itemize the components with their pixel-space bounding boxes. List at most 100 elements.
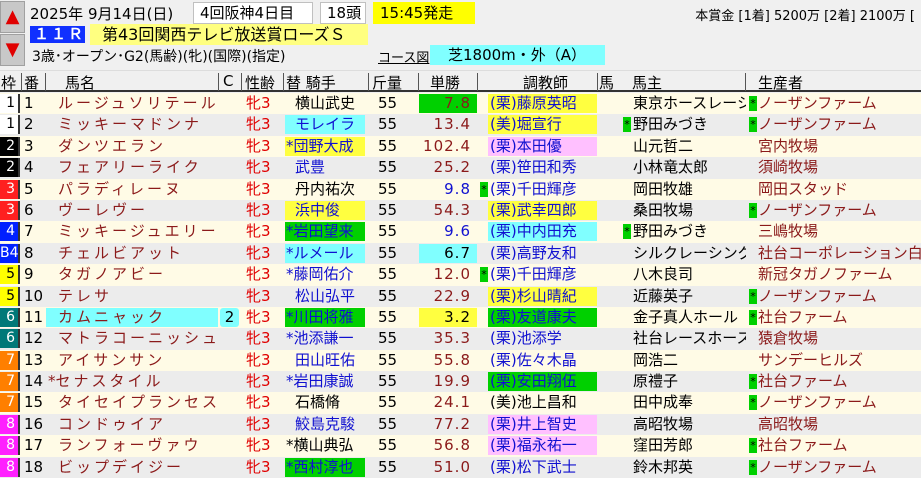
table-row[interactable]: 8 16 コンドゥイア 牝3 鮫島克駿 55 77.2 (栗)井上智史 高昭牧場 高昭牧場 (0, 413, 921, 436)
trainer[interactable]: (栗)武幸四郎 (488, 200, 597, 220)
jockey[interactable]: *藤岡佑介 (285, 265, 365, 284)
horse-name[interactable]: ミッキージュエリー (46, 222, 218, 241)
table-row[interactable]: 7 14 *セナスタイル 牝3 *岩田康誠 55 19.9 (栗)安田翔伍 原禮子 * 社台ファーム (0, 371, 921, 393)
trainer[interactable]: (栗)中内田充 (488, 222, 597, 242)
odds: 13.4 (433, 115, 471, 134)
header-num[interactable]: 番 (24, 74, 40, 92)
trainer[interactable]: (栗)藤原英昭 (488, 94, 597, 113)
horse-name[interactable]: ダンツエラン (46, 137, 218, 156)
horse-name[interactable]: ルージュソリテール (46, 94, 218, 113)
header-jockey[interactable]: 替 騎手 (286, 74, 336, 92)
jockey[interactable]: *ルメール (285, 243, 365, 263)
header-odds[interactable]: 単勝 (430, 74, 461, 92)
horse-name[interactable]: ランフォーヴァウ (46, 436, 218, 455)
horse-name[interactable]: フェアリーライク (46, 158, 218, 177)
horse-name[interactable]: チェルビアット (46, 244, 218, 263)
breeder: 須崎牧場 (758, 158, 819, 177)
trainer[interactable]: (栗)安田翔伍 (488, 372, 597, 392)
waku-badge: 5 (0, 265, 20, 285)
jockey[interactable]: *川田将雅 (285, 307, 365, 327)
horse-name[interactable]: ヴーレヴー (46, 201, 218, 220)
horse-name[interactable]: アイサンサン (46, 351, 218, 370)
table-row[interactable]: 2 4 フェアリーライク 牝3 武豊 55 25.2 (栗)笹田和秀 小林竜太郎 須崎牧場 (0, 157, 921, 179)
trainer[interactable]: (栗)本田優 (488, 136, 597, 156)
sex-age: 牝3 (246, 200, 271, 219)
horse-name-text: パラディレーヌ (58, 179, 183, 198)
jockey[interactable]: 松山弘平 (285, 287, 365, 306)
table-row[interactable]: 7 15 タイセイプランセス 牝3 石橋脩 55 24.1 (美)池上昌和 田中成奉 * ノーザンフ… (0, 392, 921, 414)
table-row[interactable]: 5 10 テレサ 牝3 松山弘平 55 22.9 (栗)杉山晴紀 近藤英子 * ノーザンファーム (0, 285, 921, 307)
odds: 19.9 (433, 372, 471, 391)
breeder: 宮内牧場 (758, 136, 819, 155)
trainer[interactable]: (栗)池添学 (490, 329, 562, 348)
table-row[interactable]: 8 17 ランフォーヴァウ 牝3 *横山典弘 55 56.8 (栗)福永祐一 窪田芳郎 * 社台ファ… (0, 435, 921, 457)
table-row[interactable]: 6 11 カムニャック 2 牝3 *川田将雅 55 3.2 (栗)友道康夫 金子真人ホール * 社台フ… (0, 306, 921, 329)
header-weight[interactable]: 斤量 (372, 74, 403, 92)
horse-name[interactable]: パラディレーヌ (46, 180, 218, 199)
trainer[interactable]: (栗)佐々木晶 (490, 350, 577, 369)
header-trainer[interactable]: 調教師 (523, 74, 569, 92)
table-row[interactable]: 1 2 ミッキーマドンナ 牝3 モレイラ 55 13.4 (美)堀宣行 * 野田みづき * ノーザンフ… (0, 114, 921, 136)
table-row[interactable]: 3 5 パラディレーヌ 牝3 丹内祐次 55 9.8 * (栗)千田輝彦 岡田牧雄 岡田スタッド (0, 178, 921, 200)
horse-name[interactable]: テレサ (46, 287, 218, 306)
trainer[interactable]: (栗)千田輝彦 (490, 179, 577, 198)
trainer[interactable]: (栗)笹田和秀 (490, 158, 577, 177)
horse-name[interactable]: タガノアビー (46, 265, 218, 284)
header-owner[interactable]: 馬主 (632, 74, 663, 92)
jockey[interactable]: *池添謙一 (285, 329, 365, 348)
jockey[interactable]: 武豊 (285, 158, 365, 177)
table-row[interactable]: 7 13 アイサンサン 牝3 田山旺佑 55 55.8 (栗)佐々木晶 岡浩二 サンデーヒルズ (0, 349, 921, 372)
horse-name[interactable]: タイセイプランセス (46, 393, 218, 412)
weight: 55 (378, 372, 398, 391)
breeder: サンデーヒルズ (758, 350, 864, 369)
jockey[interactable]: 浜中俊 (285, 200, 365, 220)
breeder-mark: * (749, 115, 757, 134)
table-row[interactable]: 4 7 ミッキージュエリー 牝3 *岩田望来 55 9.6 (栗)中内田充 * 野田みづき 三嶋牧場 (0, 221, 921, 243)
jockey[interactable]: 横山武史 (285, 94, 365, 113)
jockey-name: モレイラ (295, 115, 356, 134)
jockey[interactable]: *横山典弘 (285, 436, 365, 455)
table-row[interactable]: 5 9 タガノアビー 牝3 *藤岡佑介 55 12.0 * (栗)千田輝彦 八木良司 新冠タガノファ… (0, 264, 921, 286)
jockey[interactable]: モレイラ (285, 115, 365, 135)
breeder-mark: * (749, 94, 757, 113)
horse-name[interactable]: マトラコーニッシュ (46, 329, 218, 348)
table-row[interactable]: 1 1 ルージュソリテール 牝3 横山武史 55 7.8 (栗)藤原英昭 東京ホースレーシ * ノー… (0, 93, 921, 115)
jockey[interactable]: 石橋脩 (285, 393, 365, 412)
weight: 55 (378, 414, 398, 433)
trainer[interactable]: (美)池上昌和 (490, 393, 577, 412)
trainer[interactable]: (栗)井上智史 (488, 414, 597, 434)
header-name[interactable]: 馬名 (65, 74, 96, 92)
horse-name[interactable]: ミッキーマドンナ (46, 115, 218, 134)
header-sex-age[interactable]: 性齢 (245, 74, 276, 92)
horse-name[interactable]: *セナスタイル (46, 372, 218, 391)
header-breeder[interactable]: 生産者 (758, 74, 804, 92)
header-mark[interactable]: 馬 (599, 74, 615, 92)
trainer[interactable]: (栗)福永祐一 (488, 436, 597, 456)
jockey[interactable]: *団野大成 (285, 136, 365, 156)
table-row[interactable]: 8 18 ビップデイジー 牝3 *西村淳也 55 51.0 (栗)松下武士 鈴木邦英 * ノーザンフ… (0, 456, 921, 478)
trainer[interactable]: (栗)杉山晴紀 (488, 286, 597, 306)
horse-name[interactable]: カムニャック (46, 307, 218, 327)
table-row[interactable]: 2 3 ダンツエラン 牝3 *団野大成 55 102.4 (栗)本田優 山元哲二 宮内牧場 (0, 135, 921, 158)
jockey[interactable]: 丹内祐次 (285, 180, 365, 199)
course-map-link[interactable]: コース図 (378, 51, 430, 66)
next-race-button[interactable]: ▼ (0, 34, 25, 66)
trainer[interactable]: (栗)松下武士 (490, 457, 577, 476)
horse-name[interactable]: コンドゥイア (46, 415, 218, 434)
horse-name[interactable]: ビップデイジー (46, 458, 218, 477)
trainer[interactable]: (栗)千田輝彦 (490, 265, 577, 284)
header-waku[interactable]: 枠 (1, 74, 17, 92)
trainer[interactable]: (栗)高野友和 (490, 243, 577, 262)
table-row[interactable]: 6 12 マトラコーニッシュ 牝3 *池添謙一 55 35.3 (栗)池添学 社台レースホース猿… (0, 328, 921, 350)
jockey[interactable]: 鮫島克駿 (285, 415, 365, 434)
trainer[interactable]: (栗)友道康夫 (488, 307, 597, 327)
header-c[interactable]: C (223, 72, 234, 90)
table-row[interactable]: 3 6 ヴーレヴー 牝3 浜中俊 55 54.3 (栗)武幸四郎 桑田牧場 * ノーザンファーム (0, 199, 921, 222)
jockey[interactable]: 田山旺佑 (285, 351, 365, 370)
trainer[interactable]: (美)堀宣行 (488, 115, 597, 135)
jockey[interactable]: *岩田康誠 (285, 372, 365, 391)
previous-race-button[interactable]: ▲ (0, 1, 25, 33)
table-row[interactable]: B4 8 チェルビアット 牝3 *ルメール 55 6.7 (栗)高野友和 シルクレーシング 社台コ… (0, 242, 921, 265)
jockey[interactable]: *西村淳也 (285, 457, 365, 477)
jockey[interactable]: *岩田望来 (285, 222, 365, 242)
